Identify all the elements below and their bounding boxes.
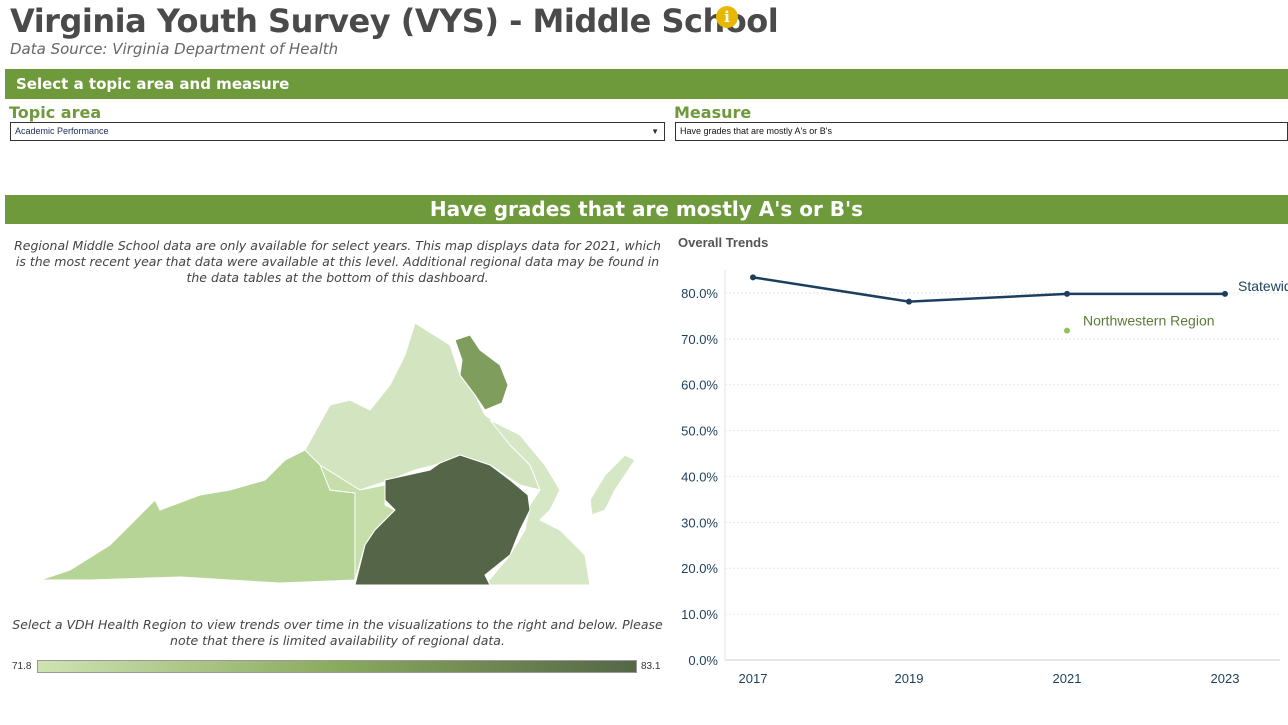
chevron-down-icon: ▼ xyxy=(651,127,659,136)
data-point[interactable] xyxy=(1064,290,1070,297)
y-tick-label: 60.0% xyxy=(681,378,718,393)
map-note: Regional Middle School data are only ava… xyxy=(14,238,661,285)
x-tick-label: 2021 xyxy=(1053,671,1082,686)
series-label: Statewid xyxy=(1238,278,1288,294)
map-region-northern[interactable] xyxy=(454,334,509,411)
x-tick-label: 2019 xyxy=(895,671,924,686)
selector-section-header: Select a topic area and measure xyxy=(5,69,1288,99)
y-tick-label: 10.0% xyxy=(681,607,718,622)
virginia-region-map[interactable] xyxy=(30,315,650,590)
color-legend-bar xyxy=(37,660,637,673)
data-point[interactable] xyxy=(1064,327,1070,334)
topic-area-label: Topic area xyxy=(9,103,102,122)
chart-title: Overall Trends xyxy=(678,235,769,250)
y-tick-label: 20.0% xyxy=(681,561,718,576)
topic-area-value: Academic Performance xyxy=(15,126,109,136)
data-point[interactable] xyxy=(1222,290,1228,297)
map-region-northwest[interactable] xyxy=(304,322,541,491)
y-tick-label: 70.0% xyxy=(681,332,718,347)
x-tick-label: 2017 xyxy=(739,671,768,686)
data-point[interactable] xyxy=(750,274,756,281)
measure-select[interactable]: Have grades that are mostly A's or B's xyxy=(675,122,1288,141)
map-region-eastern[interactable] xyxy=(483,419,591,586)
page-title: Virginia Youth Survey (VYS) - Middle Sch… xyxy=(10,2,779,40)
x-tick-label: 2023 xyxy=(1211,671,1240,686)
map-instructions: Select a VDH Health Region to view trend… xyxy=(12,617,663,648)
series-line-0[interactable] xyxy=(752,276,1225,303)
map-region-eastern-shore[interactable] xyxy=(589,454,636,516)
data-point[interactable] xyxy=(906,298,912,305)
legend-max-label: 83.1 xyxy=(641,661,661,672)
y-tick-label: 0.0% xyxy=(688,653,718,668)
data-source-subtitle: Data Source: Virginia Department of Heal… xyxy=(10,40,339,58)
measure-value: Have grades that are mostly A's or B's xyxy=(680,126,833,136)
y-tick-label: 30.0% xyxy=(681,515,718,530)
legend-min-label: 71.8 xyxy=(12,661,32,672)
measure-label: Measure xyxy=(674,103,752,122)
y-tick-label: 50.0% xyxy=(681,424,718,439)
trends-line-chart[interactable]: 0.0% 10.0% 20.0% 30.0% 40.0% 50.0% 60.0% 70.0% 8… xyxy=(670,250,1288,695)
y-tick-label: 40.0% xyxy=(681,469,718,484)
topic-area-select[interactable]: Academic Performance ▼ xyxy=(10,122,665,141)
map-region-central-dark[interactable] xyxy=(354,454,531,586)
measure-title-bar: Have grades that are mostly A's or B's xyxy=(5,195,1288,224)
map-region-southwest[interactable] xyxy=(39,449,356,584)
y-tick-label: 80.0% xyxy=(681,286,718,301)
info-icon[interactable]: i xyxy=(716,6,738,28)
series-label: Northwestern Region xyxy=(1083,313,1215,329)
